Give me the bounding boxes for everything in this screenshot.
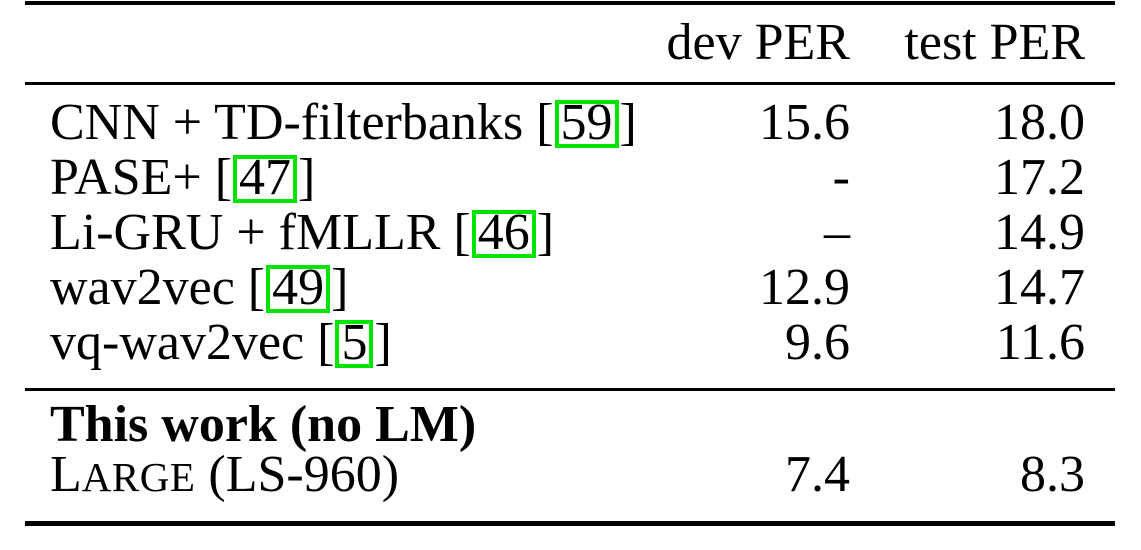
test-per-value: 14.9	[994, 204, 1085, 261]
dev-per-value: -	[832, 149, 850, 206]
model-name: wav2vec [	[50, 259, 266, 316]
model-name: PASE+ [	[50, 149, 233, 206]
table-row: wav2vec [49] 12.9 14.7	[25, 260, 1085, 315]
dev-per-value: 12.9	[759, 259, 850, 316]
section-heading-row: This work (no LM)	[25, 396, 1085, 453]
citation-close-bracket: ]	[536, 204, 555, 261]
citation-link[interactable]: 46	[471, 207, 536, 259]
model-label: Li-GRU + fMLLR [46]	[25, 205, 560, 260]
column-header-dev-per: dev PER	[666, 14, 850, 71]
table-header-rule	[25, 82, 1115, 85]
dev-per-value: –	[824, 204, 850, 261]
test-per-value-empty	[850, 400, 1085, 450]
test-per-value: 11.6	[995, 314, 1085, 371]
table-section-rule	[25, 388, 1115, 391]
dev-per-value-empty	[560, 400, 850, 450]
model-name: CNN + TD-filterbanks [	[50, 94, 554, 151]
test-per-value: 17.2	[994, 149, 1085, 206]
citation-close-bracket: ]	[331, 259, 349, 316]
column-header-test-per: test PER	[904, 14, 1085, 71]
table-header-row: dev PER test PER	[25, 15, 1085, 70]
table-body-prior-work: CNN + TD-filterbanks [59] 15.6 18.0 PASE…	[25, 95, 1085, 370]
table-row: PASE+ [47] - 17.2	[25, 150, 1085, 205]
model-name: Li-GRU + fMLLR [	[50, 204, 471, 261]
model-name-smallcaps: ARGE	[81, 454, 196, 500]
citation-close-bracket: ]	[374, 314, 392, 371]
citation-link[interactable]: 5	[335, 317, 374, 369]
model-name-suffix: (LS-960)	[195, 446, 400, 503]
test-per-value: 14.7	[994, 259, 1085, 316]
table-body-this-work: This work (no LM) LARGE (LS-960) 7.4 8.3	[25, 396, 1085, 503]
model-label: CNN + TD-filterbanks [59]	[25, 94, 637, 151]
test-per-value: 8.3	[1020, 446, 1085, 503]
test-per-value: 18.0	[994, 94, 1085, 151]
table-bottom-rule	[25, 521, 1115, 526]
table-row: vq-wav2vec [5] 9.6 11.6	[25, 315, 1085, 370]
table-row: Li-GRU + fMLLR [46] – 14.9	[25, 205, 1085, 260]
table-header: dev PER test PER	[25, 15, 1085, 70]
citation-close-bracket: ]	[619, 94, 637, 151]
table-row: LARGE (LS-960) 7.4 8.3	[25, 446, 1085, 503]
model-label: LARGE (LS-960)	[25, 449, 560, 502]
table-row: CNN + TD-filterbanks [59] 15.6 18.0	[25, 95, 1085, 150]
model-label: PASE+ [47]	[25, 150, 560, 205]
model-label: vq-wav2vec [5]	[25, 315, 560, 370]
header-empty-cell	[25, 15, 560, 70]
model-label: wav2vec [49]	[25, 260, 560, 315]
citation-link[interactable]: 49	[266, 262, 331, 314]
citation-close-bracket: ]	[298, 149, 316, 206]
dev-per-value: 15.6	[759, 94, 850, 151]
citation-link[interactable]: 59	[554, 97, 619, 149]
table-top-rule	[25, 1, 1115, 5]
section-heading: This work (no LM)	[50, 396, 477, 453]
model-name: vq-wav2vec [	[50, 314, 335, 371]
dev-per-value: 9.6	[785, 314, 850, 371]
citation-link[interactable]: 47	[233, 152, 298, 204]
dev-per-value: 7.4	[785, 446, 850, 503]
model-name-initial: L	[50, 446, 82, 503]
